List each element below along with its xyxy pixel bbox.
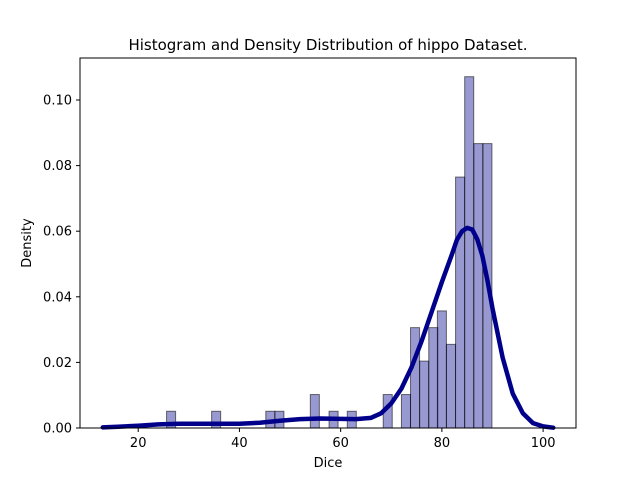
histogram-bar: [309, 394, 320, 429]
y-axis-title: Density: [20, 218, 35, 268]
histogram-bar: [419, 360, 430, 429]
y-tick-label: 0.04: [43, 290, 72, 305]
x-axis: 20 40 60 80 100: [130, 428, 556, 451]
plot-frame: [79, 57, 577, 429]
x-tick-label: 60: [332, 436, 349, 451]
histogram-bar: [445, 343, 457, 429]
y-tick-label: 0.00: [43, 422, 72, 437]
x-axis-title: Dice: [314, 456, 343, 471]
y-tick-label: 0.02: [43, 356, 72, 371]
x-tick-label: 100: [531, 436, 556, 451]
x-tick-label: 80: [434, 436, 451, 451]
x-tick-label: 40: [231, 436, 248, 451]
chart-title: Histogram and Density Distribution of hi…: [128, 36, 527, 54]
histogram-bars: [166, 76, 493, 429]
histogram-bar: [436, 310, 447, 429]
density-curve: [100, 225, 556, 430]
density-curve-layer: [100, 225, 556, 430]
histogram-bar: [455, 176, 466, 429]
y-tick-label: 0.06: [43, 225, 72, 240]
y-tick-label: 0.10: [43, 93, 72, 108]
x-tick-label: 20: [130, 436, 147, 451]
histogram-bar: [400, 394, 411, 429]
histogram-bar: [473, 143, 484, 429]
histogram-bar: [410, 327, 421, 429]
histogram-bar: [464, 76, 475, 429]
y-tick-label: 0.08: [43, 159, 72, 174]
histogram-bar: [428, 327, 439, 429]
y-axis: 0.00 0.02 0.04 0.06 0.08 0.10: [43, 93, 80, 437]
